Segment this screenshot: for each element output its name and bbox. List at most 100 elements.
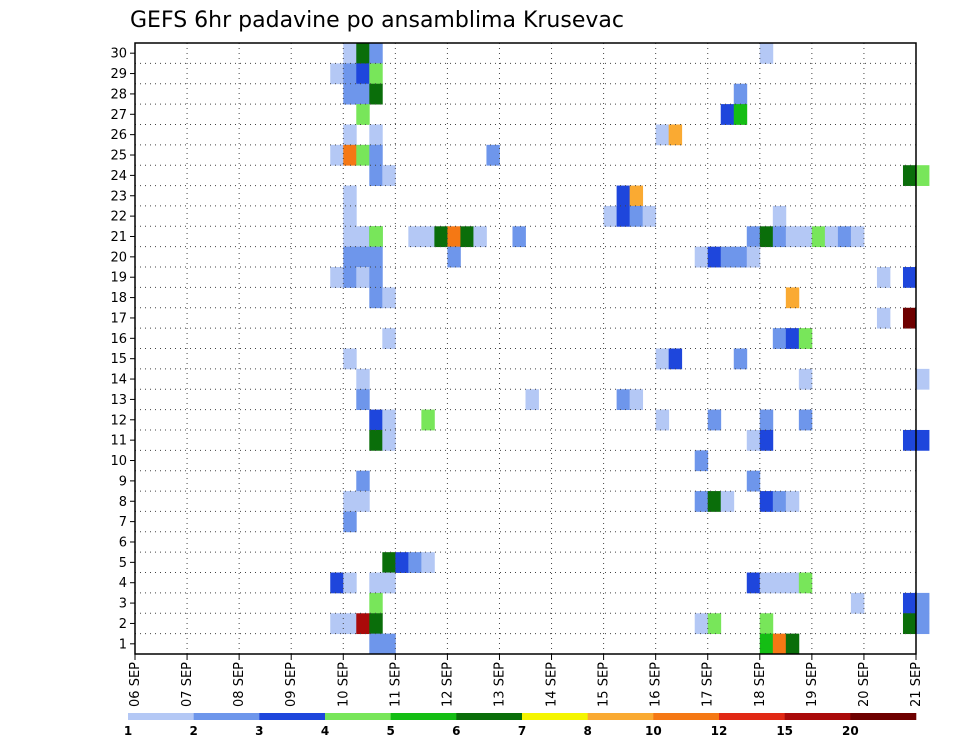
- y-tick-label: 24: [110, 169, 127, 184]
- x-tick-label: 11 SEP: [388, 662, 403, 707]
- colorbar-label: 1: [124, 724, 132, 738]
- y-tick-label: 12: [110, 413, 127, 428]
- heatmap-cell: [421, 226, 435, 248]
- heatmap-cell: [916, 368, 930, 390]
- heatmap-cell: [902, 613, 917, 635]
- y-tick-label: 17: [110, 311, 127, 326]
- heatmap-cell: [356, 43, 370, 64]
- heatmap-cell: [785, 287, 800, 309]
- heatmap-cell: [343, 83, 357, 105]
- heatmap-cell: [655, 124, 670, 146]
- heatmap-cell: [629, 389, 644, 410]
- heatmap-cell: [356, 267, 370, 288]
- colorbar-swatch: [653, 713, 720, 720]
- heatmap-cell: [369, 226, 383, 248]
- heatmap-cell: [733, 246, 748, 268]
- y-tick-label: 2: [119, 617, 127, 632]
- heatmap-cell: [486, 144, 500, 166]
- heatmap-cell: [850, 592, 865, 614]
- heatmap-cell: [382, 328, 396, 349]
- y-tick-label: 30: [110, 47, 127, 62]
- heatmap-cell: [772, 491, 787, 512]
- colorbar-swatch: [259, 713, 326, 720]
- x-axis: 06 SEP 07 SEP 08 SEP 09 SEP 10 SEP 11 SEP 12 S…: [128, 654, 924, 707]
- x-tick-label: 19 SEP: [805, 662, 820, 707]
- colorbar-swatch: [193, 713, 260, 720]
- y-tick-label: 16: [110, 332, 127, 347]
- heatmap-cell: [382, 287, 396, 309]
- heatmap-cell: [330, 63, 344, 85]
- heatmap-cell: [759, 633, 774, 655]
- heatmap-cell: [343, 572, 357, 594]
- heatmap-cell: [330, 613, 344, 635]
- heatmap-cell: [369, 267, 383, 288]
- heatmap-cell: [369, 144, 383, 166]
- heatmap-cell: [343, 246, 357, 268]
- heatmap-cell: [902, 267, 917, 288]
- heatmap-cell: [629, 205, 644, 227]
- y-tick-label: 27: [110, 108, 127, 123]
- y-tick-label: 14: [110, 373, 127, 388]
- heatmap-cell: [460, 226, 474, 248]
- heatmap-cell: [343, 348, 357, 370]
- heatmap-cell: [629, 185, 644, 207]
- heatmap-cell: [369, 572, 383, 594]
- heatmap-cell: [655, 409, 670, 431]
- x-tick-label: 12 SEP: [440, 662, 455, 707]
- colorbar-swatch: [850, 713, 917, 720]
- heatmap-cell: [668, 348, 683, 370]
- heatmap-cell: [382, 572, 396, 594]
- heatmap-cell: [356, 83, 370, 105]
- heatmap-cell: [369, 613, 383, 635]
- heatmap-cell: [798, 226, 813, 248]
- y-tick-label: 20: [110, 250, 127, 265]
- heatmap-cell: [369, 124, 383, 146]
- y-tick-label: 10: [110, 454, 127, 469]
- x-tick-label: 13 SEP: [492, 662, 507, 707]
- heatmap-cell: [343, 205, 357, 227]
- x-tick-label: 07 SEP: [180, 662, 195, 707]
- heatmap-cell: [876, 267, 891, 288]
- x-tick-label: 09 SEP: [284, 662, 299, 707]
- colorbar-label: 6: [452, 724, 460, 738]
- heatmap-cell: [356, 613, 370, 635]
- heatmap-cell: [707, 246, 722, 268]
- heatmap-cell: [876, 307, 891, 329]
- heatmap-cell: [525, 389, 539, 410]
- x-tick-label: 15 SEP: [597, 662, 612, 707]
- colorbar-swatch: [587, 713, 654, 720]
- heatmap-cell: [369, 592, 383, 614]
- y-tick-label: 23: [110, 189, 127, 204]
- y-tick-label: 5: [119, 556, 127, 571]
- heatmap-cell: [408, 552, 422, 573]
- x-tick-label: 20 SEP: [857, 662, 872, 707]
- colorbar-label: 15: [776, 724, 793, 738]
- x-tick-label: 21 SEP: [909, 662, 924, 707]
- colorbar-label: 5: [386, 724, 394, 738]
- heatmap-cell: [421, 552, 435, 573]
- x-tick-label: 17 SEP: [701, 662, 716, 707]
- heatmap-cell: [798, 572, 813, 594]
- chart-title: GEFS 6hr padavine po ansamblima Krusevac: [130, 8, 624, 33]
- heatmap-cell: [382, 409, 396, 431]
- y-tick-label: 6: [119, 535, 127, 550]
- y-tick-label: 9: [119, 474, 127, 489]
- heatmap-cell: [330, 144, 344, 166]
- heatmap-cell: [369, 43, 383, 64]
- colorbar-swatch: [719, 713, 785, 720]
- y-tick-label: 26: [110, 128, 127, 143]
- colorbar-label: 20: [842, 724, 859, 738]
- heatmap-cell: [369, 409, 383, 431]
- heatmap-cell: [616, 389, 631, 410]
- heatmap-cell: [343, 267, 357, 288]
- heatmap-cell: [733, 104, 748, 125]
- heatmap-cell: [421, 409, 435, 431]
- heatmap-cell: [759, 491, 774, 512]
- heatmap-cell: [916, 592, 930, 614]
- heatmap-cell: [343, 144, 357, 166]
- heatmap-cell: [356, 246, 370, 268]
- colorbar-label: 10: [645, 724, 662, 738]
- colorbar-label: 7: [518, 724, 526, 738]
- heatmap-cell: [772, 572, 787, 594]
